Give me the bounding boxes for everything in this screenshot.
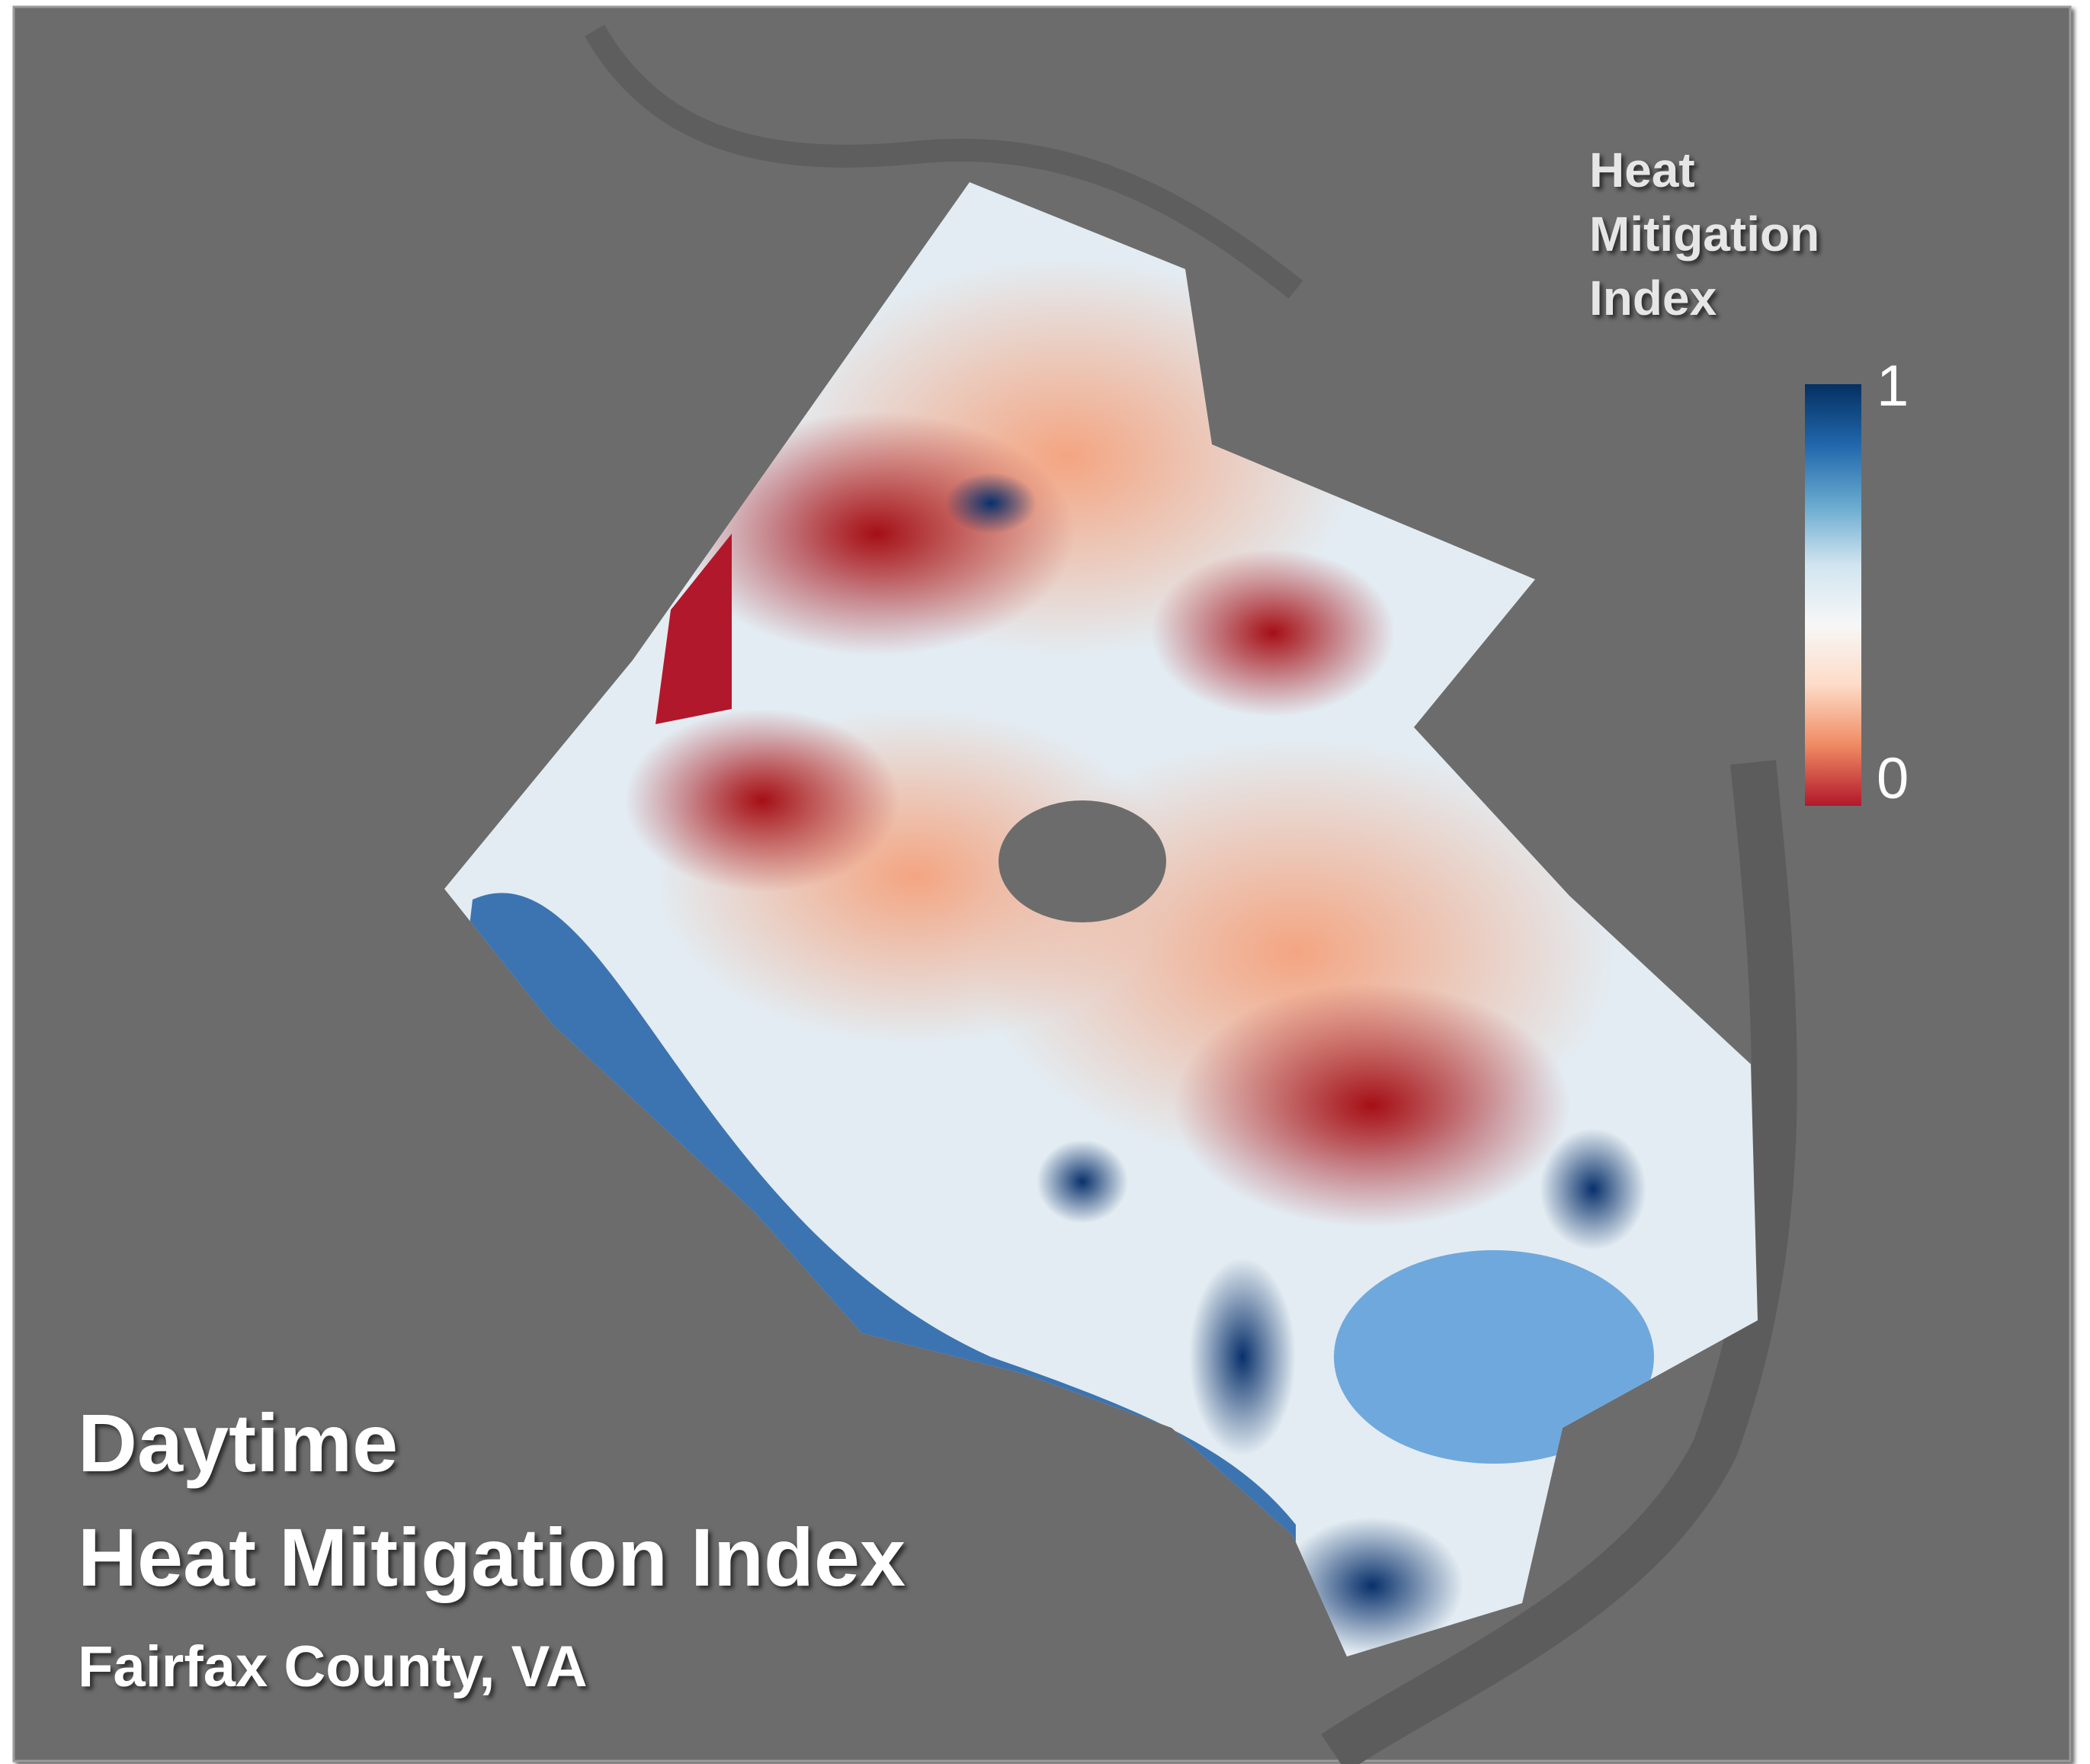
- heat-area: [625, 709, 899, 892]
- cool-area: [1334, 1250, 1654, 1464]
- cool-area: [1540, 1128, 1646, 1250]
- cool-area: [945, 473, 1037, 534]
- heat-area: [656, 534, 732, 724]
- legend-tick-label: 0: [1877, 746, 1909, 811]
- heat-area: [1174, 983, 1570, 1227]
- cool-area: [1037, 1140, 1128, 1224]
- non-county-area: [999, 800, 1166, 922]
- legend-ticks: 10: [1877, 354, 1909, 811]
- map-location: Fairfax County, VA: [78, 1634, 588, 1699]
- legend-title-line: Heat: [1589, 143, 1709, 197]
- legend-title-line: Mitigation: [1589, 207, 1833, 261]
- heat-area: [678, 412, 1075, 656]
- legend-title: Heat Mitigation Index: [1589, 143, 1833, 326]
- map-subtitle: Heat Mitigation Index: [78, 1511, 906, 1603]
- river: [1321, 760, 1797, 1764]
- legend-tick-label: 1: [1877, 354, 1909, 419]
- legend-colorbar: [1805, 384, 1861, 806]
- heat-area: [1151, 549, 1395, 717]
- map-title: Daytime: [78, 1397, 398, 1489]
- cool-area: [1189, 1258, 1296, 1456]
- legend-title-line: Index: [1589, 271, 1717, 326]
- river: [584, 24, 1303, 299]
